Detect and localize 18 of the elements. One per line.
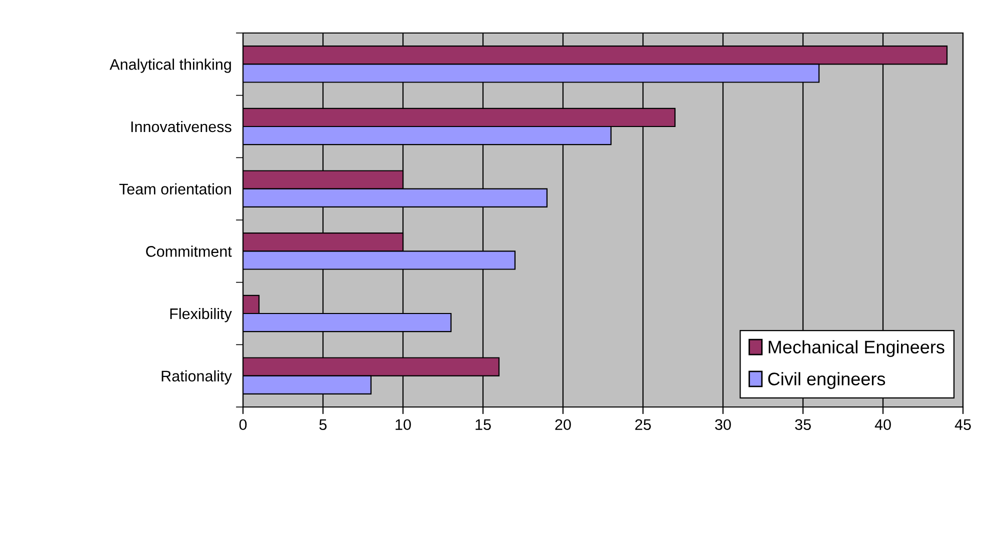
x-tick-label: 0: [239, 419, 247, 430]
y-tick-label: Flexibility: [170, 308, 232, 322]
x-tick-label: 5: [319, 419, 327, 430]
legend-label: Civil engineers: [768, 372, 886, 389]
y-tick-label: Team orientation: [119, 183, 231, 195]
x-tick-label: 10: [396, 419, 411, 430]
x-tick-label: 35: [795, 419, 811, 430]
y-tick-label: Innovativeness: [131, 120, 232, 132]
legend-label: Mechanical Engineers: [768, 340, 944, 358]
x-tick-label: 25: [635, 419, 651, 430]
x-tick-label: 20: [555, 419, 571, 430]
y-tick-label: Rationality: [162, 370, 232, 385]
x-tick-label: 45: [954, 419, 971, 430]
y-tick-label: Analytical thinking: [110, 58, 231, 73]
x-tick-label: 40: [874, 419, 891, 430]
x-tick-label: 30: [715, 419, 731, 430]
y-tick-label: Commitment: [146, 246, 232, 257]
x-tick-label: 15: [476, 419, 491, 430]
